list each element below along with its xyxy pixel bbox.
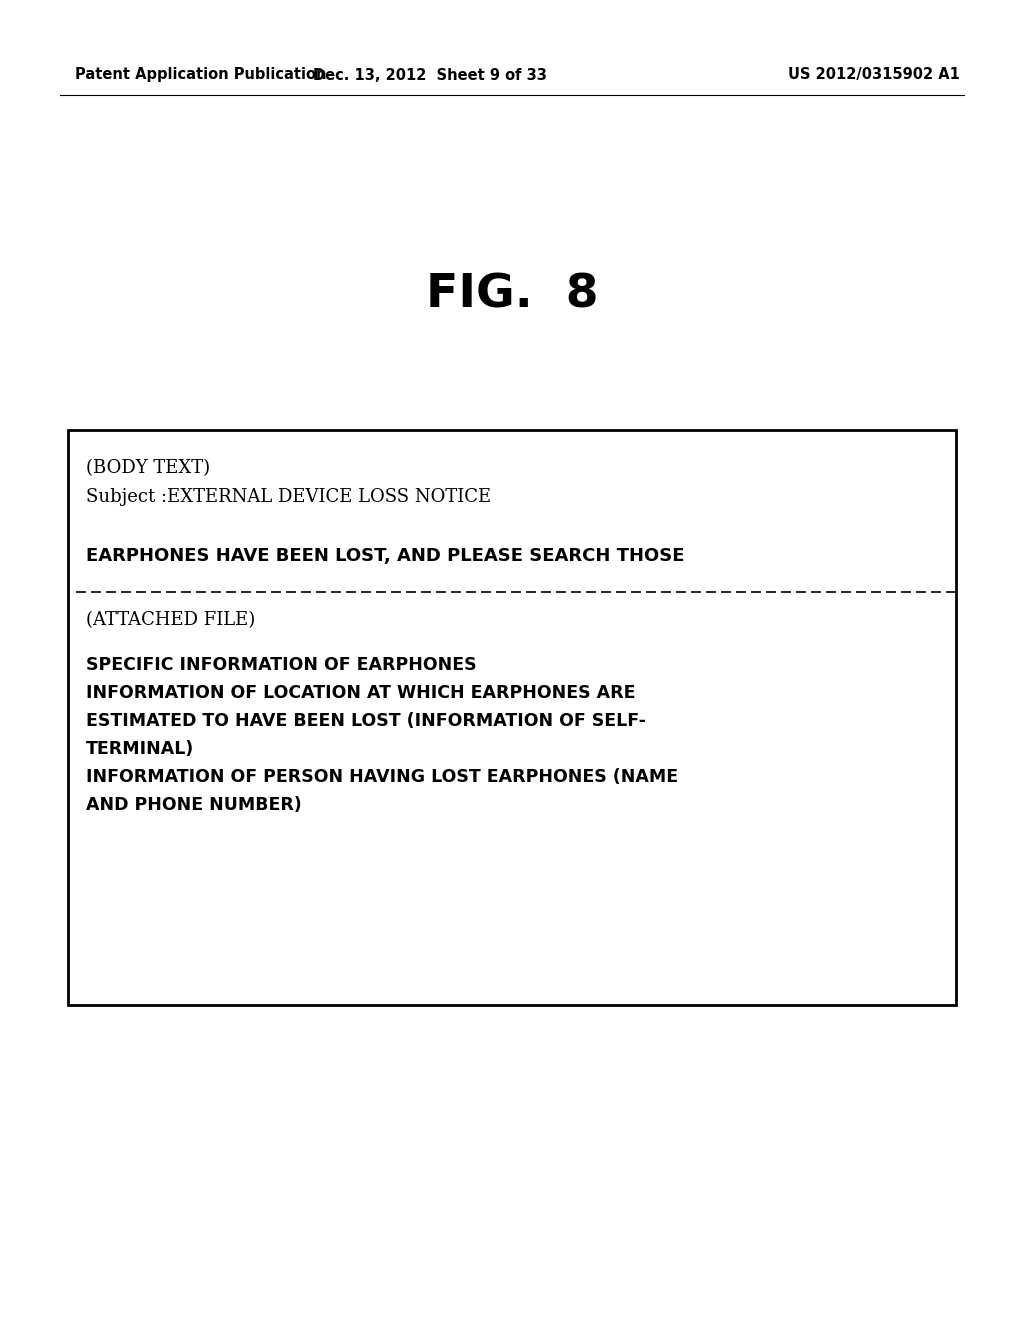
Text: INFORMATION OF LOCATION AT WHICH EARPHONES ARE: INFORMATION OF LOCATION AT WHICH EARPHON… — [86, 684, 636, 702]
Text: TERMINAL): TERMINAL) — [86, 741, 195, 758]
Text: INFORMATION OF PERSON HAVING LOST EARPHONES (NAME: INFORMATION OF PERSON HAVING LOST EARPHO… — [86, 768, 678, 785]
Text: EARPHONES HAVE BEEN LOST, AND PLEASE SEARCH THOSE: EARPHONES HAVE BEEN LOST, AND PLEASE SEA… — [86, 546, 684, 565]
Text: AND PHONE NUMBER): AND PHONE NUMBER) — [86, 796, 302, 814]
Text: Subject :EXTERNAL DEVICE LOSS NOTICE: Subject :EXTERNAL DEVICE LOSS NOTICE — [86, 488, 492, 506]
Text: Dec. 13, 2012  Sheet 9 of 33: Dec. 13, 2012 Sheet 9 of 33 — [313, 67, 547, 82]
Bar — [68, 430, 956, 1005]
Text: FIG.  8: FIG. 8 — [426, 272, 598, 318]
Text: (BODY TEXT): (BODY TEXT) — [86, 459, 210, 477]
Text: Patent Application Publication: Patent Application Publication — [75, 67, 327, 82]
Text: ESTIMATED TO HAVE BEEN LOST (INFORMATION OF SELF-: ESTIMATED TO HAVE BEEN LOST (INFORMATION… — [86, 711, 646, 730]
Text: SPECIFIC INFORMATION OF EARPHONES: SPECIFIC INFORMATION OF EARPHONES — [86, 656, 476, 675]
Text: (ATTACHED FILE): (ATTACHED FILE) — [86, 611, 255, 630]
Text: US 2012/0315902 A1: US 2012/0315902 A1 — [788, 67, 961, 82]
